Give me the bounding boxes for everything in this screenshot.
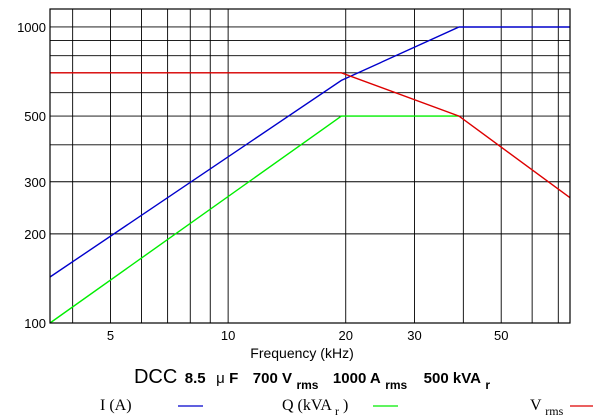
legend-label-voltage-name: V bbox=[530, 397, 542, 414]
chart-title: DCC 8.5 μ F 700 V rms 1000 A rms 500 kVA… bbox=[134, 366, 490, 393]
x-tick-label: 10 bbox=[221, 328, 235, 343]
legend-label-reactive-power-suffix: ) bbox=[343, 397, 348, 414]
title-power-sub: r bbox=[485, 378, 490, 392]
title-current-sub: rms bbox=[385, 378, 407, 392]
x-tick-label: 5 bbox=[107, 328, 114, 343]
y-tick-label: 500 bbox=[24, 109, 46, 124]
title-power: 500 kVA bbox=[424, 370, 481, 387]
series-line-1 bbox=[49, 115, 459, 324]
legend-label-reactive-power: Q (kVA r ) bbox=[282, 397, 348, 419]
series-line-2 bbox=[50, 72, 571, 199]
x-tick-label: 50 bbox=[494, 328, 508, 343]
legend: I (A) Q (kVA r ) V rms bbox=[100, 397, 593, 419]
title-prefix: DCC bbox=[134, 366, 177, 388]
title-current: 1000 A bbox=[333, 370, 381, 387]
legend-label-current-name: I (A) bbox=[100, 397, 132, 414]
y-tick-label: 1000 bbox=[17, 20, 46, 35]
title-voltage-sub: rms bbox=[296, 378, 318, 392]
legend-label-voltage-sub: rms bbox=[545, 404, 563, 418]
title-voltage: 700 V bbox=[253, 370, 292, 387]
x-tick-label: 20 bbox=[338, 328, 352, 343]
legend-label-current: I (A) bbox=[100, 397, 132, 414]
x-tick-labels: 5 10 20 30 50 bbox=[107, 328, 509, 343]
y-tick-label: 300 bbox=[24, 175, 46, 190]
legend-label-reactive-power-name: Q (kVA bbox=[282, 397, 332, 414]
series-layer bbox=[49, 26, 571, 324]
title-mu: μ bbox=[216, 370, 225, 387]
legend-label-voltage: V rms bbox=[530, 397, 564, 418]
legend-label-reactive-power-sub: r bbox=[335, 404, 339, 418]
series-line-0 bbox=[49, 26, 570, 278]
y-tick-labels: 100 200 300 500 1000 bbox=[17, 20, 46, 331]
y-tick-label: 200 bbox=[24, 227, 46, 242]
x-axis-label: Frequency (kHz) bbox=[250, 345, 353, 361]
grid bbox=[50, 9, 570, 323]
x-tick-label: 30 bbox=[407, 328, 421, 343]
y-tick-label: 100 bbox=[24, 316, 46, 331]
title-cap-unit: F bbox=[229, 370, 238, 387]
title-capacitance: 8.5 bbox=[185, 370, 206, 387]
plot-frame bbox=[49, 8, 571, 324]
